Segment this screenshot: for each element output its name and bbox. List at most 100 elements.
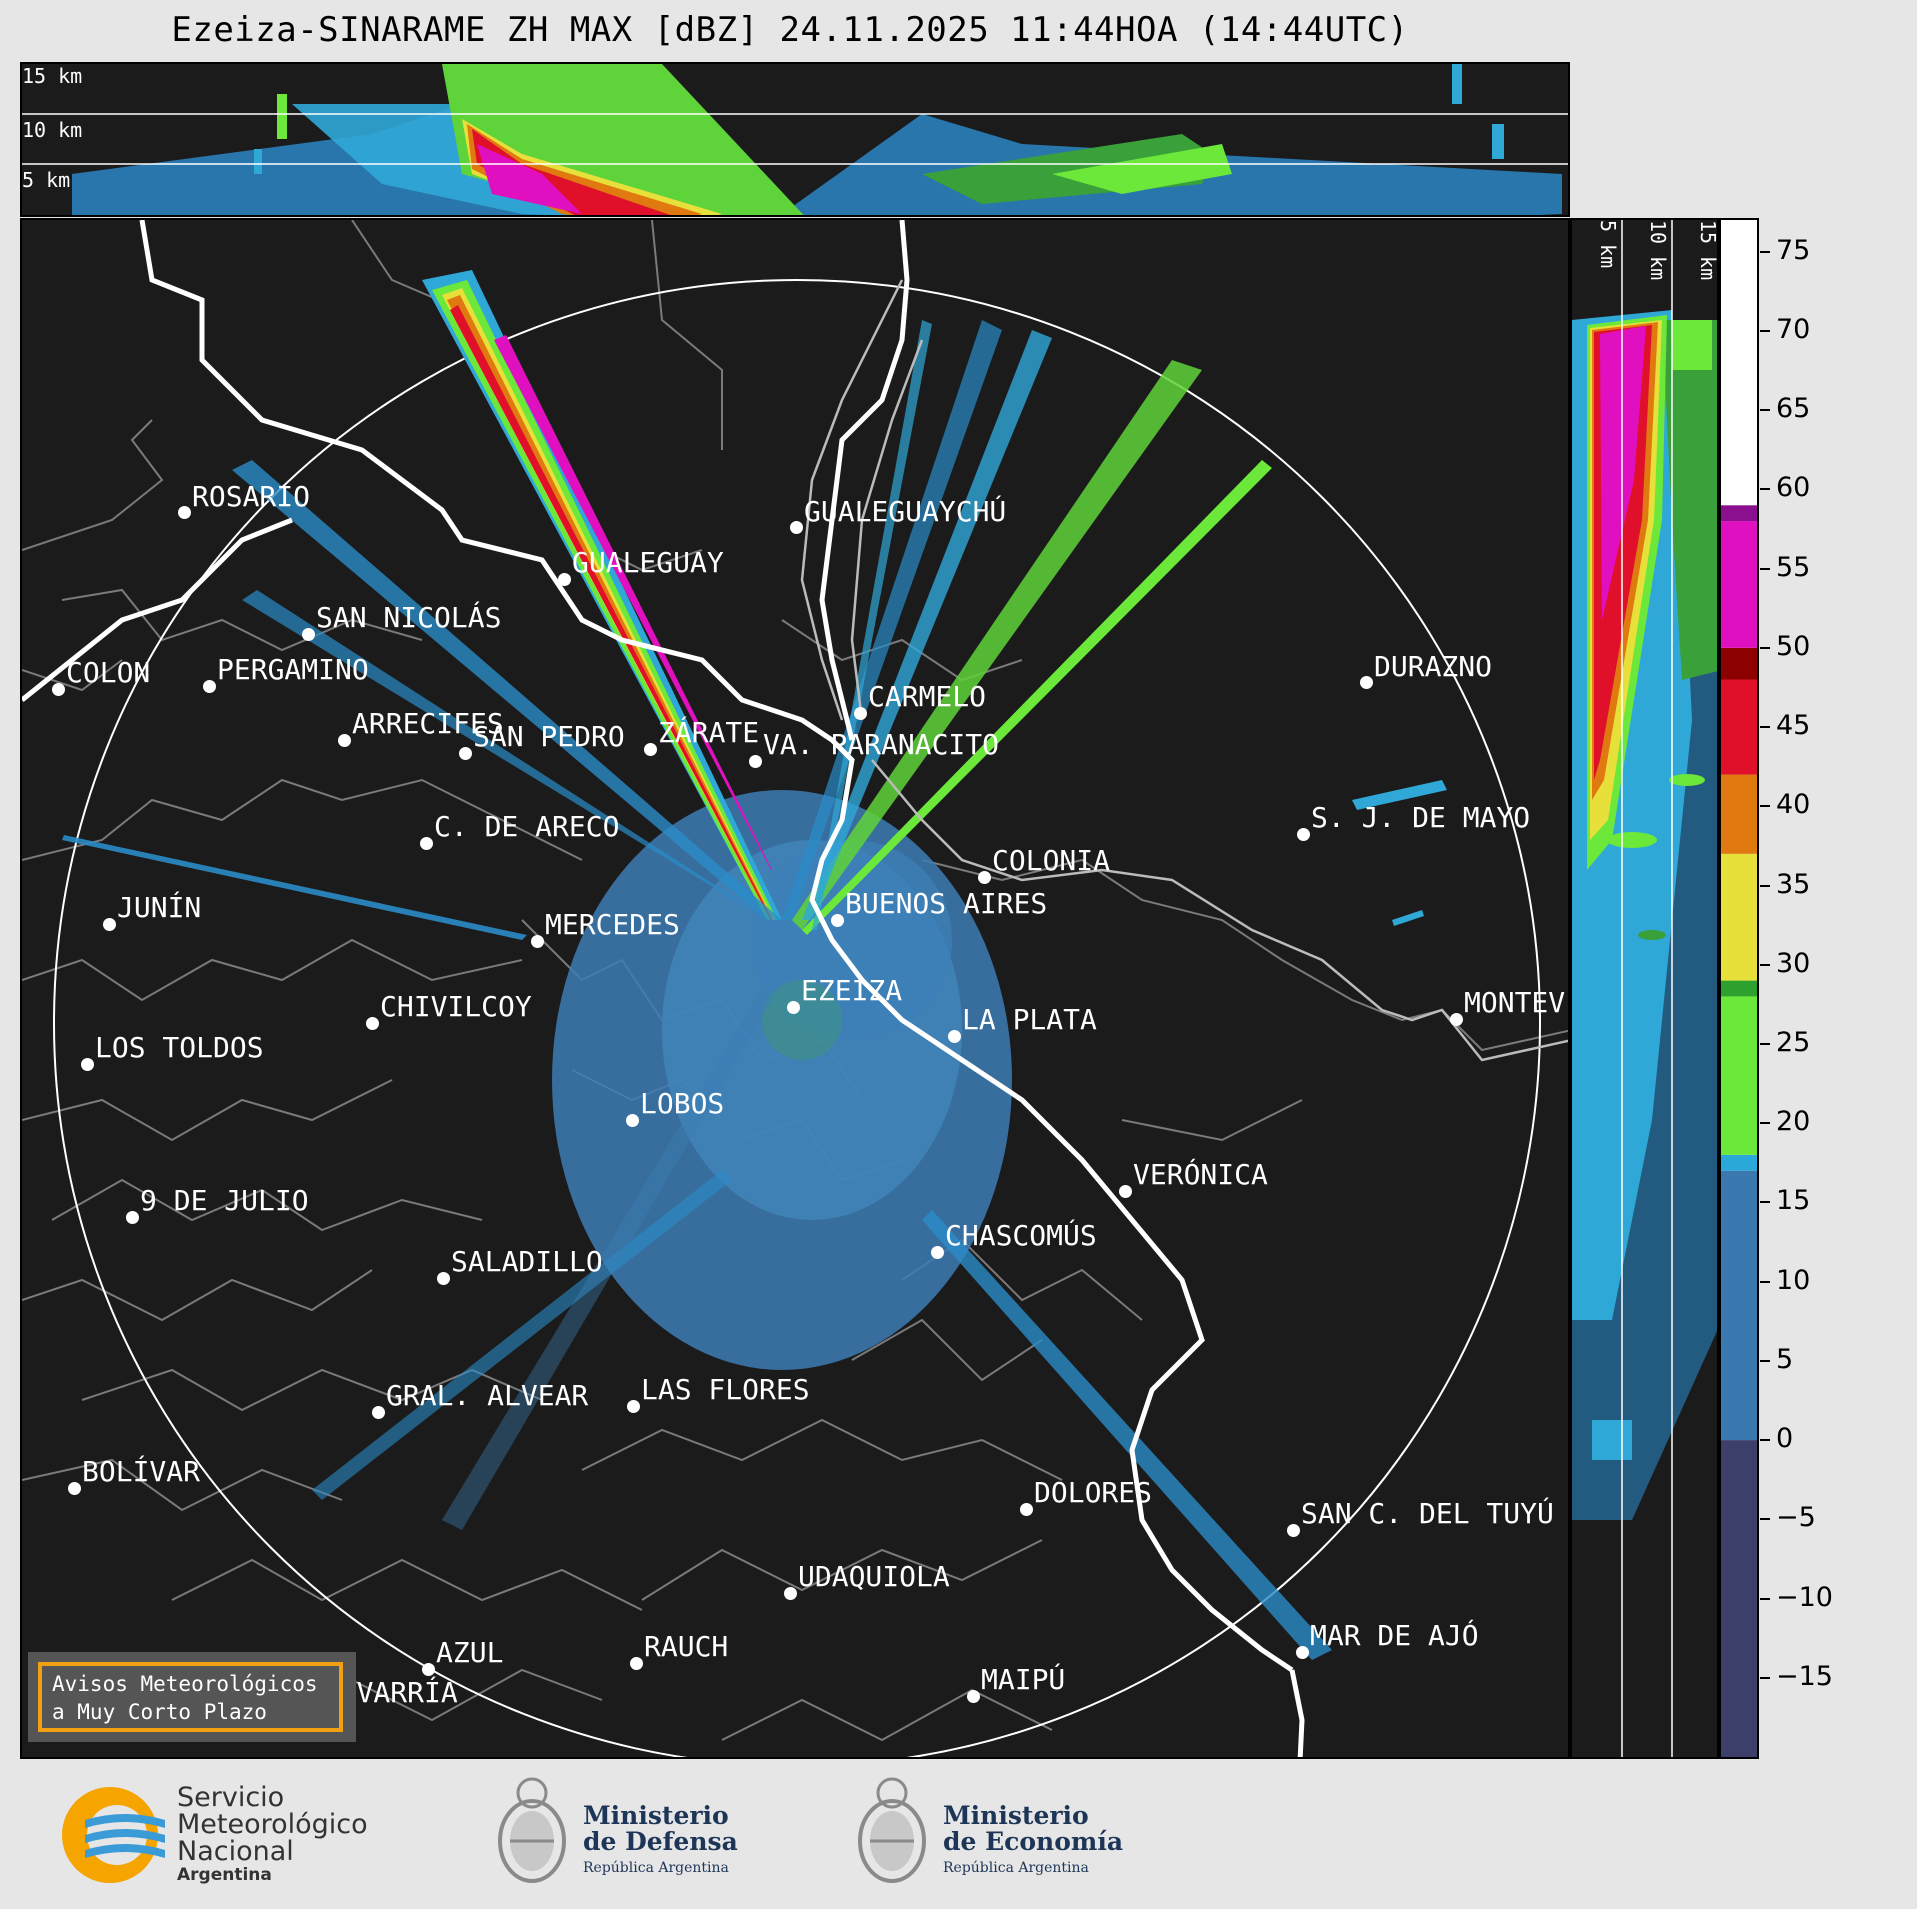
top-km-label-15: 15 km	[22, 64, 83, 88]
city-dot-durazno	[1360, 676, 1373, 689]
warning-box: Avisos Meteorológicos a Muy Corto Plazo	[28, 1652, 356, 1742]
city-label-las-flores: LAS FLORES	[641, 1373, 810, 1406]
colorbar-tick-label: 30	[1776, 947, 1811, 979]
colorbar-segment	[1721, 1154, 1757, 1171]
city-dot-c-de-areco	[420, 837, 433, 850]
economia-line-2: de Economía	[943, 1827, 1124, 1856]
coat-of-arms-icon	[498, 1777, 566, 1883]
city-dot-chascomus	[931, 1246, 944, 1259]
city-dot-junin	[103, 918, 116, 931]
city-label-9-de-julio: 9 DE JULIO	[140, 1184, 309, 1217]
city-label-san-nicolas: SAN NICOLÁS	[316, 601, 502, 634]
colorbar-tick-label: −10	[1776, 1581, 1833, 1613]
city-label-rauch: RAUCH	[644, 1630, 729, 1663]
city-dot-chivilcoy	[366, 1017, 379, 1030]
city-dot-9-de-julio	[126, 1211, 139, 1224]
city-dot-ezeiza	[787, 1001, 800, 1014]
warning-line-2: a Muy Corto Plazo	[52, 1700, 267, 1724]
side-km-label-15: 15 km	[1696, 220, 1719, 281]
colorbar-tick-label: −5	[1776, 1502, 1816, 1534]
city-label-rosario: ROSARIO	[192, 480, 311, 513]
city-label-junin: JUNÍN	[117, 891, 202, 924]
city-label-c-de-areco: C. DE ARECO	[434, 810, 620, 843]
side-km-label-5: 5 km	[1596, 220, 1620, 269]
radar-map: ROSARIO GUALEGUAYCHÚ GUALEGUAY SAN NICOL…	[20, 218, 1570, 1759]
colorbar-tick-label: 10	[1776, 1264, 1811, 1296]
economia-logo: Ministerio de Economía República Argenti…	[855, 1773, 1135, 1898]
city-dot-mercedes	[531, 935, 544, 948]
colorbar	[1719, 218, 1759, 1759]
colorbar-tick	[1760, 409, 1770, 412]
colorbar-segment	[1721, 647, 1757, 680]
colorbar-tick-label: 5	[1776, 1343, 1794, 1375]
city-label-chivilcoy: CHIVILCOY	[380, 990, 532, 1023]
city-label-gualeguaychu: GUALEGUAYCHÚ	[804, 495, 1007, 528]
colorbar-tick	[1760, 1597, 1770, 1600]
colorbar-tick-label: 75	[1776, 234, 1811, 266]
city-label-durazno: DURAZNO	[1374, 650, 1493, 683]
city-dot-azul	[422, 1663, 435, 1676]
colorbar-segment	[1721, 505, 1757, 522]
city-dot-gualeguay	[558, 573, 571, 586]
defensa-logo: Ministerio de Defensa República Argentin…	[495, 1773, 755, 1898]
coat-of-arms-icon	[858, 1777, 926, 1883]
colorbar-segment	[1721, 853, 1757, 981]
colorbar-tick-label: 20	[1776, 1106, 1811, 1138]
chart-title: Ezeiza-SINARAME ZH MAX [dBZ] 24.11.2025 …	[171, 10, 1409, 50]
colorbar-tick	[1760, 488, 1770, 491]
economia-line-3: República Argentina	[943, 1860, 1089, 1876]
colorbar-tick	[1760, 646, 1770, 649]
city-label-gualeguay: GUALEGUAY	[572, 546, 724, 579]
top-cross-section-panel: 15 km 10 km 5 km	[20, 62, 1570, 217]
city-label-s-j-de-mayo: S. J. DE MAYO	[1311, 801, 1531, 834]
colorbar-tick	[1760, 1201, 1770, 1204]
city-label-carmelo: CARMELO	[868, 680, 987, 713]
economia-line-1: Ministerio	[943, 1801, 1089, 1830]
coastline-rivers	[22, 220, 1305, 1757]
city-dot-pergamino	[203, 680, 216, 693]
city-label-san-pedro: SAN PEDRO	[473, 720, 625, 753]
city-dot-rauch	[630, 1657, 643, 1670]
city-dot-la-plata	[948, 1030, 961, 1043]
city-label-ezeiza: EZEIZA	[801, 974, 903, 1007]
city-label-veronica: VERÓNICA	[1133, 1158, 1268, 1191]
colorbar-tick	[1760, 1359, 1770, 1362]
colorbar-tick-label: 0	[1776, 1423, 1794, 1455]
city-label-dolores: DOLORES	[1034, 1476, 1153, 1509]
smn-line-4: Argentina	[177, 1865, 272, 1885]
defensa-line-2: de Defensa	[583, 1827, 738, 1856]
city-dot-udaquiola	[784, 1587, 797, 1600]
radar-echo-center	[552, 790, 1012, 1370]
city-dot-los-toldos	[81, 1058, 94, 1071]
city-label-colonia: COLONIA	[992, 844, 1111, 877]
smn-logo: Servicio Meteorológico Nacional Argentin…	[55, 1780, 395, 1890]
city-dot-veronica	[1119, 1185, 1132, 1198]
radar-echo-beams	[62, 270, 1447, 1660]
city-dot-va-paranacito	[749, 755, 762, 768]
colorbar-tick	[1760, 1042, 1770, 1045]
city-label-saladillo: SALADILLO	[451, 1245, 603, 1278]
city-dot-maipu	[967, 1690, 980, 1703]
defensa-line-1: Ministerio	[583, 1801, 729, 1830]
colorbar-tick-label: −15	[1776, 1660, 1833, 1692]
colorbar-segment	[1721, 521, 1757, 648]
colorbar-tick-label: 55	[1776, 551, 1811, 583]
top-km-label-5: 5 km	[22, 168, 71, 192]
colorbar-segment	[1721, 980, 1757, 997]
colorbar-tick-label: 25	[1776, 1026, 1811, 1058]
colorbar-segment	[1721, 1170, 1757, 1441]
colorbar-tick-label: 35	[1776, 868, 1811, 900]
colorbar-tick-label: 45	[1776, 710, 1811, 742]
colorbar-tick	[1760, 1439, 1770, 1442]
city-dot-saladillo	[437, 1272, 450, 1285]
colorbar-tick	[1760, 1676, 1770, 1679]
city-label-los-toldos: LOS TOLDOS	[95, 1031, 264, 1064]
warning-line-1: Avisos Meteorológicos	[52, 1672, 318, 1696]
smn-line-1: Servicio	[177, 1782, 285, 1813]
colorbar-tick-label: 50	[1776, 630, 1811, 662]
city-dot-buenos-aires	[831, 914, 844, 927]
side-cross-section-panel: 5 km 10 km 15 km	[1570, 218, 1719, 1759]
city-label-bolivar: BOLÍVAR	[82, 1455, 201, 1488]
city-label-lobos: LOBOS	[640, 1087, 725, 1120]
city-dot-s-j-de-mayo	[1297, 828, 1310, 841]
